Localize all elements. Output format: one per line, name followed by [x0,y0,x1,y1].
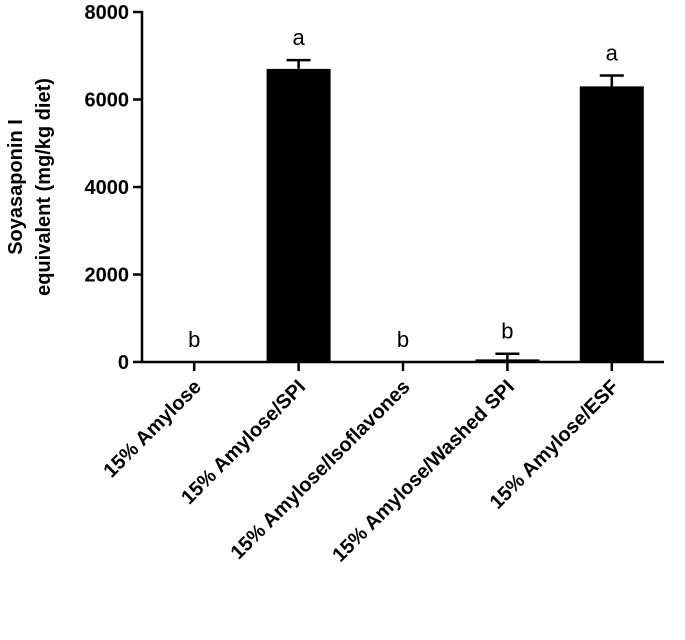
y-tick-label: 4000 [85,177,130,199]
significance-letter: b [501,319,513,344]
error-bar [286,58,311,69]
y-axis-label: equivalent (mg/kg diet) [33,78,55,296]
y-axis-label: Soyasaponin I [5,119,27,255]
x-tick-label: 15% Amylose/Isoflavones [227,376,415,564]
bar [579,86,644,362]
significance-letter: a [292,25,305,50]
x-tick-label: 15% Amylose [100,376,206,482]
significance-letter: a [606,40,619,65]
x-tick-label: 15% Amylose/Washed SPI [328,376,519,567]
y-tick-label: 2000 [85,265,130,287]
bar [475,359,540,362]
error-bar [599,74,624,87]
y-tick-label: 0 [118,352,129,374]
error-bar [495,352,520,360]
y-tick-label: 8000 [85,2,130,24]
y-tick-label: 6000 [85,90,130,112]
significance-letter: b [397,327,409,352]
bar [266,68,331,362]
significance-letter: b [188,327,200,352]
